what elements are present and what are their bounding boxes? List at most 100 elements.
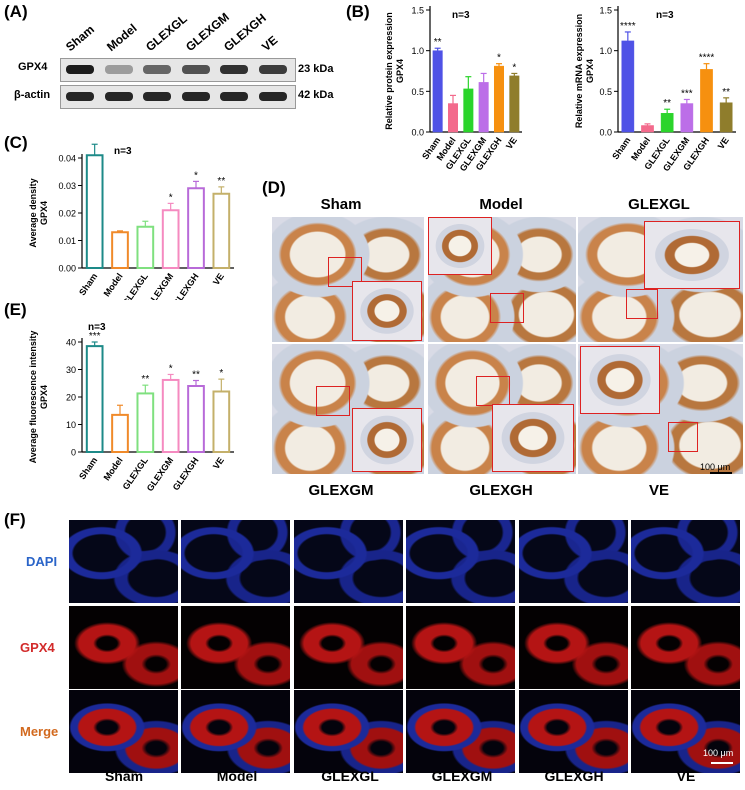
if-image-gpx4-glexgl xyxy=(293,606,403,689)
y-tick-label: 40 xyxy=(66,338,76,348)
blot-band xyxy=(220,65,249,74)
bar-glexgm xyxy=(680,103,694,133)
ihc-selection-box xyxy=(626,289,658,319)
significance-mark: * xyxy=(497,53,501,64)
blot-lane-label: GLEXGL xyxy=(143,11,190,54)
chart-b-protein: 0.0 0.5 1.0 1.5 Relative protein expression G… xyxy=(384,6,522,173)
blot-kda-label: 42 kDa xyxy=(298,89,334,101)
if-row-label: DAPI xyxy=(26,554,58,569)
blot-kda-label: 23 kDa xyxy=(298,63,334,75)
y-tick-label: 0.00 xyxy=(58,264,76,274)
significance-mark: * xyxy=(194,170,198,181)
ihc-title: GLEXGH xyxy=(469,482,533,499)
ihc-inset xyxy=(352,408,422,472)
y-axis-label: GPX4 xyxy=(395,59,405,83)
significance-mark: **** xyxy=(699,53,715,64)
x-tick-label: GLEXGM xyxy=(145,271,176,300)
ihc-image-model xyxy=(428,217,576,342)
panel-label-d: (D) xyxy=(262,178,286,197)
ihc-image-glexgl xyxy=(578,217,743,342)
if-col-label: Model xyxy=(216,768,258,784)
bar-model xyxy=(447,103,459,133)
if-col-label: VE xyxy=(676,768,696,784)
significance-mark: * xyxy=(512,62,516,73)
y-tick-label: 0.5 xyxy=(411,87,424,97)
significance-mark: * xyxy=(219,368,223,379)
chart-c-density: 0.00 0.01 0.02 0.03 0.04 Average density GPX4 n… xyxy=(28,140,234,300)
ihc-inset xyxy=(492,404,574,472)
ihc-selection-box xyxy=(476,376,510,406)
y-tick-label: 1.0 xyxy=(411,46,424,56)
if-col-label: GLEXGM xyxy=(431,768,493,784)
significance-mark: ** xyxy=(141,374,149,385)
if-image-gpx4-glexgh xyxy=(518,606,628,689)
bar-glexgl xyxy=(660,113,674,133)
if-image-merge-glexgl xyxy=(293,690,403,773)
y-tick-label: 1.5 xyxy=(599,6,612,16)
bar-glexgm xyxy=(478,82,489,133)
if-image-merge-ve: 100 μm xyxy=(631,690,740,773)
blot-band xyxy=(181,65,210,74)
if-image-gpx4-ve xyxy=(631,606,740,689)
significance-mark: * xyxy=(169,363,173,374)
blot-strip-actin xyxy=(60,85,296,109)
significance-mark: *** xyxy=(89,331,101,342)
y-axis-label: Relative protein expression xyxy=(384,12,394,130)
y-axis-label: GPX4 xyxy=(39,385,49,409)
bar-glexgm xyxy=(161,378,180,453)
y-axis-label: GPX4 xyxy=(39,201,49,225)
x-tick-label: GLEXGH xyxy=(171,271,201,300)
bar-ve xyxy=(212,390,231,453)
ihc-title: GLEXGM xyxy=(308,482,374,499)
if-image-gpx4-model xyxy=(181,606,291,689)
x-tick-label: VE xyxy=(211,271,226,287)
bar-glexgh xyxy=(700,69,713,133)
x-tick-label: Model xyxy=(102,455,125,482)
ihc-image-sham xyxy=(272,217,424,342)
y-tick-label: 20 xyxy=(66,393,76,403)
n-label: n=3 xyxy=(114,146,132,157)
bar-glexgh xyxy=(187,385,205,453)
if-row-label: Merge xyxy=(20,724,59,739)
significance-mark: ** xyxy=(663,98,671,109)
if-col-label: GLEXGH xyxy=(544,768,604,784)
bar-sham xyxy=(621,40,635,133)
ihc-selection-box xyxy=(668,422,698,452)
ihc-inset xyxy=(428,217,492,275)
significance-mark: *** xyxy=(681,88,693,99)
n-label: n=3 xyxy=(88,322,106,333)
if-image-merge-sham xyxy=(69,690,178,773)
ihc-scale-label: 100 μm xyxy=(700,462,731,472)
ihc-selection-box xyxy=(328,257,362,287)
bar-sham xyxy=(85,154,104,269)
panel-label-b: (B) xyxy=(346,2,370,21)
y-tick-label: 30 xyxy=(66,365,76,375)
panel-label-c: (C) xyxy=(4,133,28,152)
if-image-dapi-ve xyxy=(631,520,740,603)
y-tick-label: 0.01 xyxy=(58,236,76,246)
ihc-selection-box xyxy=(490,293,524,323)
ihc-selection-box xyxy=(316,386,350,416)
blot-band xyxy=(259,65,287,74)
bar-model xyxy=(111,413,129,453)
y-tick-label: 0.0 xyxy=(599,128,612,138)
if-col-label: Sham xyxy=(104,768,144,784)
ihc-image-glexgm xyxy=(272,344,424,474)
blot-band xyxy=(66,92,94,101)
y-tick-label: 0.5 xyxy=(599,87,612,97)
bar-ve xyxy=(212,192,231,269)
panel-label-a: (A) xyxy=(4,2,28,21)
if-scale-label: 100 μm xyxy=(703,748,734,758)
blot-band xyxy=(259,92,287,101)
y-tick-label: 1.5 xyxy=(411,6,424,16)
significance-mark: ** xyxy=(192,370,200,381)
blot-band xyxy=(66,65,94,74)
if-row-label: GPX4 xyxy=(20,640,55,655)
blot-band xyxy=(181,92,210,101)
y-axis-label: Average fluorescence intensity xyxy=(28,331,38,464)
if-image-dapi-glexgh xyxy=(518,520,628,603)
blot-lane-label: Sham xyxy=(63,22,98,54)
y-tick-label: 10 xyxy=(66,420,76,430)
bar-sham xyxy=(85,345,104,453)
if-image-dapi-glexgm xyxy=(406,520,516,603)
